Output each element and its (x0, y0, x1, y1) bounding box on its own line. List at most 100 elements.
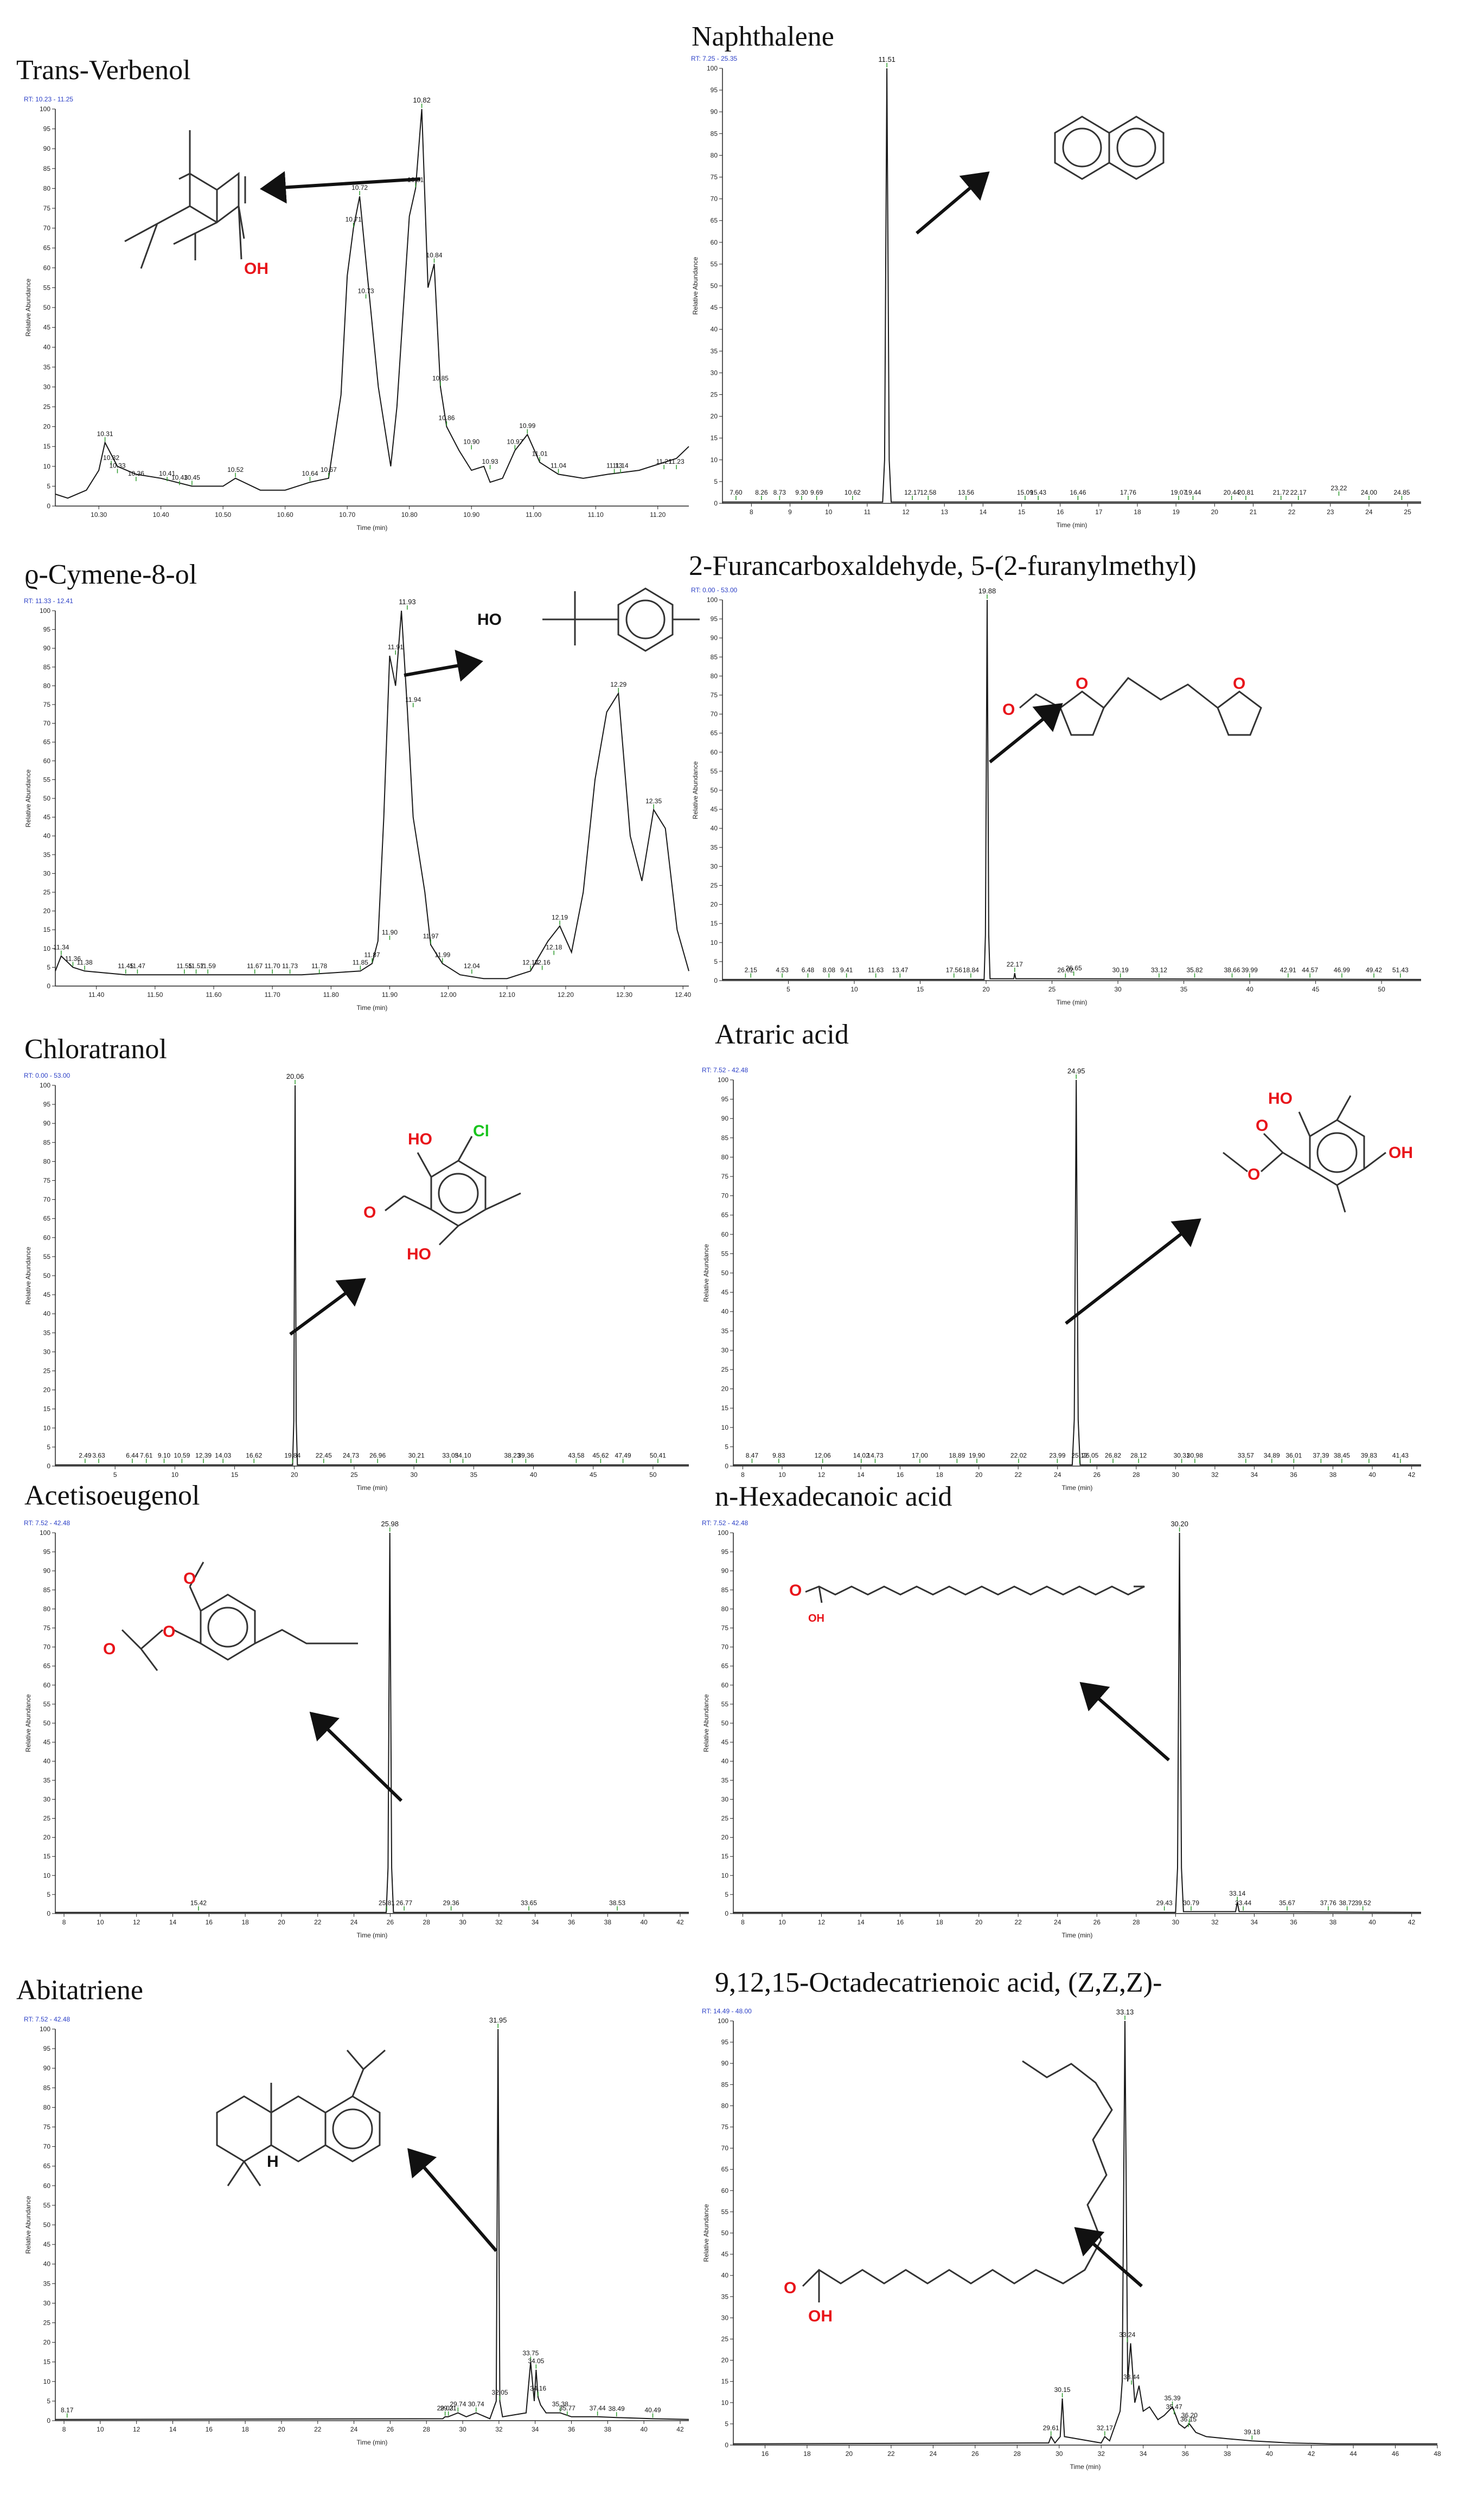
x-tick-label: 26 (387, 1918, 394, 1926)
peak-label: 24.85 (1393, 489, 1410, 496)
y-tick-label: 10 (43, 1424, 51, 1432)
peak-label: 33.12 (1151, 966, 1167, 974)
peak-label: 17.56 (946, 966, 962, 974)
y-tick-label: 25 (721, 1366, 729, 1373)
peak-label: 10.52 (227, 466, 244, 474)
y-tick-label: 30 (711, 862, 718, 870)
y-tick-label: 70 (43, 1643, 51, 1651)
y-tick-label: 95 (721, 2038, 729, 2046)
y-tick-label: 0 (714, 977, 718, 984)
y-tick-label: 85 (711, 653, 718, 661)
y-tick-label: 75 (711, 174, 718, 181)
y-tick-label: 35 (721, 1776, 729, 1784)
x-tick-label: 16 (206, 1918, 213, 1926)
y-tick-label: 5 (47, 963, 50, 971)
x-tick-label: 35 (1180, 986, 1188, 993)
y-tick-label: 100 (40, 1082, 50, 1089)
x-tick-label: 40 (1368, 1918, 1376, 1926)
y-tick-label: 80 (43, 682, 51, 689)
y-tick-label: 70 (711, 195, 718, 203)
x-tick-label: 38 (604, 2426, 612, 2433)
peak-label: 12.14 (522, 958, 539, 966)
peak-label: 29.21 (440, 2404, 457, 2412)
acetiso-o2-label: O (163, 1623, 175, 1641)
x-tick-label: 15 (1018, 508, 1026, 516)
peak-label: 38.23 (504, 1451, 520, 1459)
y-tick-label: 10 (43, 2378, 51, 2385)
y-axis-title: Relative Abundance (692, 257, 699, 315)
y-tick-label: 10 (43, 945, 51, 952)
structure-atraric-acid: HO OH O O (1223, 1090, 1413, 1213)
peak-label: 11.94 (405, 696, 421, 703)
peak-label: 17.00 (912, 1451, 928, 1459)
peak-label: 11.01 (532, 450, 548, 457)
y-tick-label: 40 (721, 2272, 729, 2279)
peak-label: 28.12 (1130, 1451, 1147, 1459)
y-tick-label: 45 (721, 1738, 729, 1746)
y-tick-label: 100 (40, 105, 50, 113)
structure-furancarboxaldehyde: O O O (1002, 675, 1262, 736)
x-tick-label: 16 (762, 2450, 769, 2458)
x-tick-label: 18 (936, 1918, 943, 1926)
x-tick-label: 20 (278, 2426, 285, 2433)
y-tick-label: 85 (721, 1134, 729, 1142)
peak-label: 6.48 (802, 966, 815, 974)
y-tick-label: 70 (43, 225, 51, 232)
arrow-atraric-acid (1065, 1218, 1201, 1325)
y-tick-label: 65 (43, 738, 51, 746)
title-chloratranol: Chloratranol (24, 1034, 167, 1065)
structure-trans-verbenol: OH (124, 130, 268, 278)
peak-label: 32.17 (1097, 2424, 1113, 2432)
x-tick-label: 11.20 (650, 511, 666, 519)
y-tick-label: 5 (47, 1891, 50, 1898)
peak-label: 36.15 (1180, 2416, 1197, 2423)
x-tick-label: 8 (62, 2426, 66, 2433)
atraric-o1-label: O (1256, 1117, 1268, 1135)
y-tick-label: 10 (721, 1872, 729, 1879)
verbenol-oh-label: OH (244, 260, 268, 278)
y-tick-label: 45 (711, 805, 718, 813)
peak-label: 46.99 (1334, 966, 1350, 974)
x-tick-label: 20 (1211, 508, 1219, 516)
y-tick-label: 55 (43, 1253, 51, 1261)
y-tick-label: 5 (714, 478, 718, 485)
x-tick-label: 13 (941, 508, 948, 516)
y-tick-label: 20 (721, 1834, 729, 1841)
structure-cymene-8-ol: HO (477, 587, 700, 652)
peak-label: 11.57 (188, 962, 204, 970)
x-axis-title: Time (min) (357, 524, 388, 532)
x-tick-label: 34 (1140, 2450, 1147, 2458)
peak-label: 4.53 (776, 966, 789, 974)
x-tick-label: 24 (350, 2426, 358, 2433)
x-axis-title: Time (min) (1057, 999, 1088, 1006)
rt-range-label: RT: 10.23 - 11.25 (24, 95, 73, 103)
y-tick-label: 55 (43, 2202, 51, 2209)
peak-label: 41.43 (1392, 1451, 1409, 1459)
peak-label: 30.31 (1174, 1451, 1190, 1459)
x-tick-label: 40 (1246, 986, 1253, 993)
peak-label: 12.16 (534, 958, 551, 966)
x-tick-label: 38 (604, 1918, 612, 1926)
peak-label: 10.82 (413, 96, 431, 104)
arrow-trans-verbenol (260, 171, 421, 204)
y-tick-label: 95 (43, 626, 51, 634)
x-tick-label: 32 (495, 1918, 503, 1926)
peak-label: 10.64 (302, 470, 318, 477)
peak-label: 32.05 (492, 2389, 508, 2396)
furan-o1-label: O (1002, 701, 1015, 719)
y-tick-label: 95 (721, 1096, 729, 1103)
y-tick-label: 35 (43, 363, 51, 371)
peak-label: 30.19 (1112, 966, 1129, 974)
y-tick-label: 45 (711, 304, 718, 311)
peak-label: 30.98 (1187, 1451, 1203, 1459)
chromatogram-chloratranol: RT: 0.00 - 53.00 0 5 10 15 20 25 30 35 40 45 50 55 60… (24, 1072, 689, 1492)
x-tick-label: 25 (350, 1471, 358, 1479)
x-tick-label: 10.70 (339, 511, 355, 519)
x-tick-label: 12.40 (675, 991, 691, 999)
peak-label: 11.38 (77, 958, 93, 966)
x-tick-label: 30 (1114, 986, 1122, 993)
title-trans-verbenol: Trans-Verbenol (16, 55, 191, 86)
x-tick-label: 40 (640, 1918, 648, 1926)
structure-chloratranol: HO Cl O HO (363, 1122, 521, 1263)
y-tick-label: 10 (43, 1872, 51, 1879)
